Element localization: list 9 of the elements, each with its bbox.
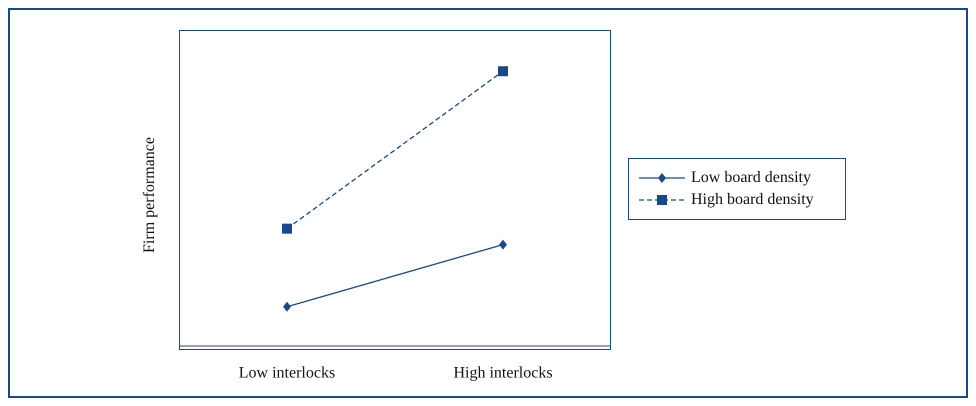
point: [283, 302, 291, 312]
point: [282, 224, 292, 234]
x-tick-label: Low interlocks: [238, 364, 336, 382]
legend-label: Low board density: [691, 169, 811, 187]
point: [499, 240, 507, 250]
x-tick-label: High interlocks: [453, 364, 553, 382]
y-axis-title: Firm performance: [141, 137, 159, 253]
point: [498, 66, 508, 76]
legend-label: High board density: [691, 191, 814, 209]
